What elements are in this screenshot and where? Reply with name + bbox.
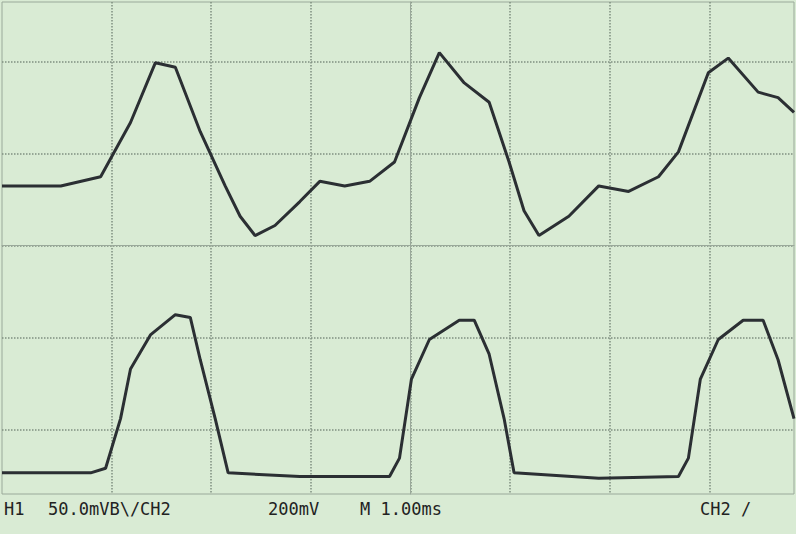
- svg-text:M 1.00ms: M 1.00ms: [360, 499, 442, 519]
- svg-text:50.0mVB\/CH2: 50.0mVB\/CH2: [48, 499, 171, 519]
- svg-text:200mV: 200mV: [268, 499, 319, 519]
- svg-text:CH2 /: CH2 /: [700, 499, 751, 519]
- svg-text:H1: H1: [4, 499, 24, 519]
